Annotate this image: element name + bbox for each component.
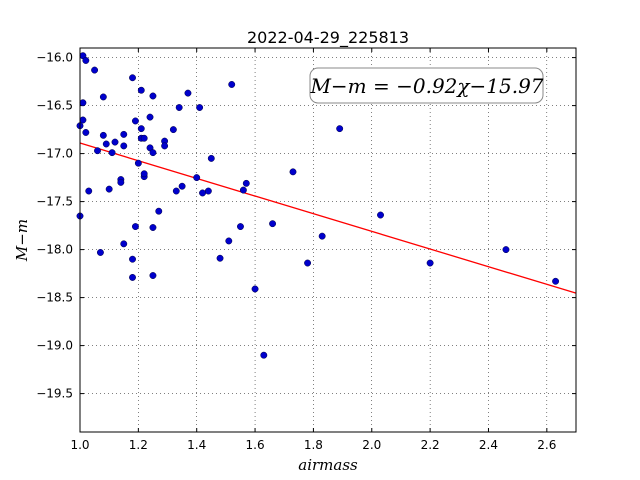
y-tick-label: −17.5: [36, 195, 73, 209]
data-point: [129, 255, 136, 263]
data-point: [155, 207, 163, 215]
data-point: [79, 99, 87, 107]
chart-title: 2022-04-29_225813: [247, 28, 409, 48]
data-point: [102, 140, 110, 148]
y-tick-label: −18.0: [36, 243, 73, 257]
x-tick-label: 1.8: [304, 438, 323, 452]
data-point: [149, 92, 157, 100]
data-point: [99, 93, 107, 101]
data-point: [129, 74, 136, 82]
x-tick-labels: 1.0 1.2 1.4 1.6 1.8 2.0 2.2 2.4 2.6: [70, 438, 556, 452]
data-point: [137, 86, 145, 94]
plot-frame: [79, 47, 577, 433]
data-point: [82, 129, 90, 136]
data-point: [318, 232, 326, 240]
data-point: [120, 240, 128, 248]
data-point: [172, 187, 180, 195]
data-point: [237, 223, 244, 231]
data-point: [146, 113, 154, 121]
data-point: [137, 125, 145, 133]
data-point: [134, 159, 142, 167]
y-tick-label: −17.0: [36, 147, 73, 161]
annotation-text: M−m = −0.92χ−15.97: [309, 74, 543, 98]
data-point: [99, 131, 107, 139]
data-point: [82, 57, 90, 64]
x-tick-label: 1.2: [129, 438, 148, 452]
y-tick-label: −19.5: [36, 387, 73, 401]
data-point: [140, 134, 148, 142]
data-point: [120, 130, 128, 138]
x-tick-label: 2.4: [479, 438, 498, 452]
data-point: [131, 223, 139, 231]
data-point: [196, 104, 204, 111]
data-point: [169, 126, 177, 134]
data-point: [426, 259, 434, 267]
data-point: [225, 237, 233, 245]
y-tick-label: −18.5: [36, 291, 73, 305]
fit-line-group: [79, 142, 577, 294]
x-axis-label: airmass: [298, 456, 358, 474]
data-point: [91, 66, 99, 74]
data-point: [199, 189, 206, 197]
x-tick-label: 1.6: [246, 438, 265, 452]
annotation-box: M−m = −0.92χ−15.97: [309, 67, 544, 104]
y-tick-label: −16.5: [36, 99, 73, 113]
x-tick-label: 2.2: [421, 438, 440, 452]
x-tick-label: 2.0: [362, 438, 381, 452]
data-point: [140, 170, 148, 178]
data-point: [204, 187, 212, 195]
data-points: [76, 52, 560, 359]
data-point: [85, 187, 93, 195]
data-point: [260, 351, 268, 359]
y-tick-label: −16.0: [36, 51, 73, 65]
x-tick-label: 2.6: [537, 438, 556, 452]
data-point: [216, 254, 224, 262]
data-point: [552, 277, 560, 285]
data-point: [79, 116, 87, 124]
data-point: [175, 104, 183, 111]
data-point: [149, 224, 157, 231]
y-axis-label: M−m: [13, 219, 31, 262]
data-point: [193, 174, 201, 182]
data-point: [239, 186, 247, 194]
data-point: [184, 89, 192, 97]
data-point: [502, 246, 510, 254]
data-point: [111, 138, 119, 146]
data-point: [161, 142, 169, 150]
data-point: [129, 273, 136, 281]
data-point: [228, 81, 236, 88]
data-point: [304, 259, 312, 267]
fit-line: [79, 142, 577, 294]
data-point: [269, 220, 277, 228]
y-tick-label: −19.0: [36, 339, 73, 353]
data-point: [207, 154, 215, 162]
data-point: [149, 272, 157, 279]
x-tick-label: 1.4: [187, 438, 206, 452]
data-point: [336, 125, 344, 133]
data-point: [108, 149, 116, 157]
data-point: [178, 182, 186, 190]
data-point: [377, 211, 384, 219]
data-point: [117, 178, 125, 186]
data-point: [289, 168, 297, 176]
data-point: [96, 249, 104, 256]
x-tick-label: 1.0: [70, 438, 89, 452]
data-point: [105, 185, 113, 193]
data-point: [242, 179, 250, 187]
data-point: [251, 285, 259, 293]
grid: [79, 48, 576, 432]
data-point: [120, 142, 128, 150]
y-tick-labels: −16.0 −16.5 −17.0 −17.5 −18.0 −18.5 −19.0 −19.5: [36, 51, 73, 401]
data-point: [94, 147, 101, 155]
data-point: [131, 117, 139, 125]
data-point: [149, 149, 157, 157]
